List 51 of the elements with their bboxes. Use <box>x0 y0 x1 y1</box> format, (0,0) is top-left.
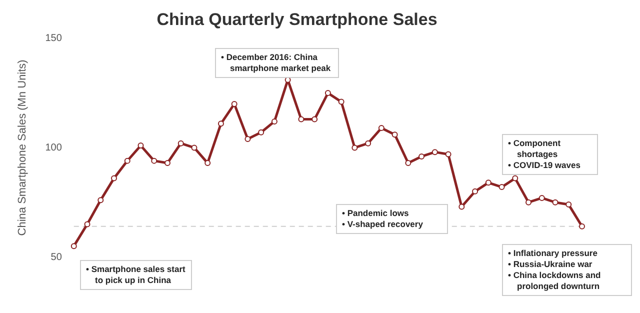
point <box>432 149 438 156</box>
point <box>164 160 170 166</box>
point <box>365 140 372 146</box>
chart-title: China Quarterly Smartphone Sales <box>156 10 438 29</box>
point <box>552 199 558 206</box>
point <box>138 142 144 149</box>
point <box>124 158 130 164</box>
point <box>70 243 77 250</box>
point <box>512 175 518 182</box>
point <box>218 120 224 127</box>
point <box>352 144 358 151</box>
note-box: • December 2016: China smartphone market peak <box>215 48 339 78</box>
point <box>378 125 384 132</box>
point <box>405 160 412 166</box>
point <box>178 140 184 146</box>
y-tick-label: 50 <box>50 252 62 263</box>
point <box>204 160 211 166</box>
point <box>579 223 585 230</box>
point <box>538 194 545 201</box>
point <box>472 188 478 194</box>
point <box>258 129 264 136</box>
point <box>244 136 251 142</box>
point <box>418 153 425 160</box>
point <box>271 118 278 124</box>
point <box>566 202 572 208</box>
point <box>392 132 398 138</box>
point <box>485 180 492 186</box>
point <box>312 116 318 122</box>
y-axis-title: China Smartphone Sales (Mn Units) <box>16 60 29 236</box>
point <box>526 199 532 206</box>
annotation: • Inflationary pressure • Russia-Ukraine war • China lockdowns and prolonged downturn <box>508 248 602 292</box>
note-box: • Inflationary pressure • Russia-Ukraine war • China lockdowns and prolonged downturn <box>502 244 632 296</box>
point <box>458 204 465 210</box>
annotation: • Pandemic lows • V-shaped recovery <box>342 208 424 230</box>
annotation: • Component shortages • COVID-19 waves <box>508 138 582 171</box>
point <box>111 175 117 182</box>
point <box>84 221 90 228</box>
point <box>338 98 344 105</box>
annotation: • December 2016: China smartphone market peak <box>221 52 332 74</box>
point <box>191 144 198 151</box>
note-box: • Component shortages • COVID-19 waves <box>502 134 598 175</box>
point <box>151 158 158 164</box>
point <box>324 90 331 96</box>
note-box: • Smartphone sales start to pick up in China <box>80 260 192 290</box>
y-tick-label: 150 <box>45 33 62 44</box>
note-box: • Pandemic lows • V-shaped recovery <box>336 204 448 234</box>
point <box>298 116 304 122</box>
y-tick-label: 100 <box>45 142 62 154</box>
point <box>498 184 505 190</box>
point <box>445 151 452 158</box>
point <box>98 197 104 204</box>
